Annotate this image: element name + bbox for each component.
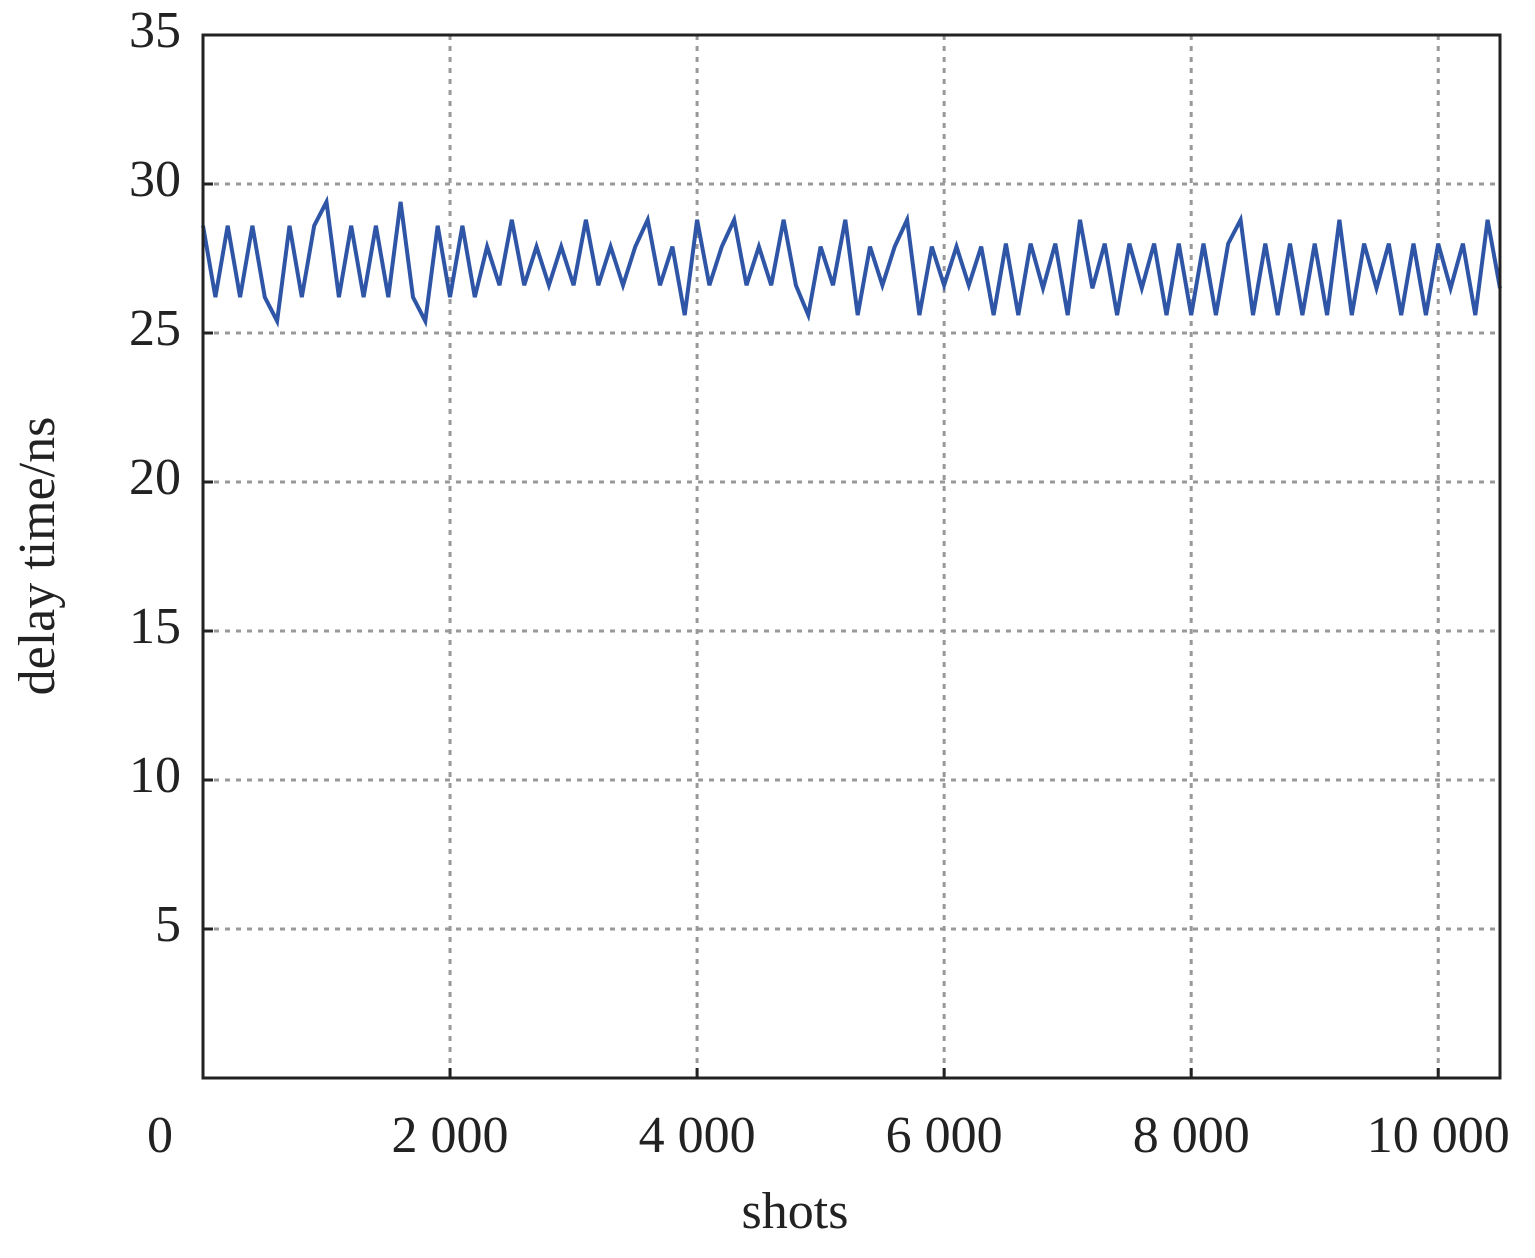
y-tick-label: 15 [129,598,181,655]
y-tick-label: 35 [129,2,181,59]
x-tick-label: 0 [147,1107,173,1164]
y-tick-label: 10 [129,747,181,804]
y-tick-label: 30 [129,151,181,208]
plot-frame [201,33,1502,1080]
y-tick-label: 20 [129,449,181,506]
x-tick-label: 6 000 [886,1107,1003,1164]
y-tick-label: 5 [155,896,181,953]
x-tick-label: 8 000 [1133,1107,1250,1164]
y-axis-label: delay time/ns [9,417,66,696]
data-line [201,195,1502,328]
y-tick-label: 25 [129,300,181,357]
x-axis-label: shots [742,1183,849,1240]
x-tick-label: 4 000 [639,1107,756,1164]
x-tick-label: 2 000 [392,1107,509,1164]
x-tick-label: 10 000 [1367,1107,1510,1164]
